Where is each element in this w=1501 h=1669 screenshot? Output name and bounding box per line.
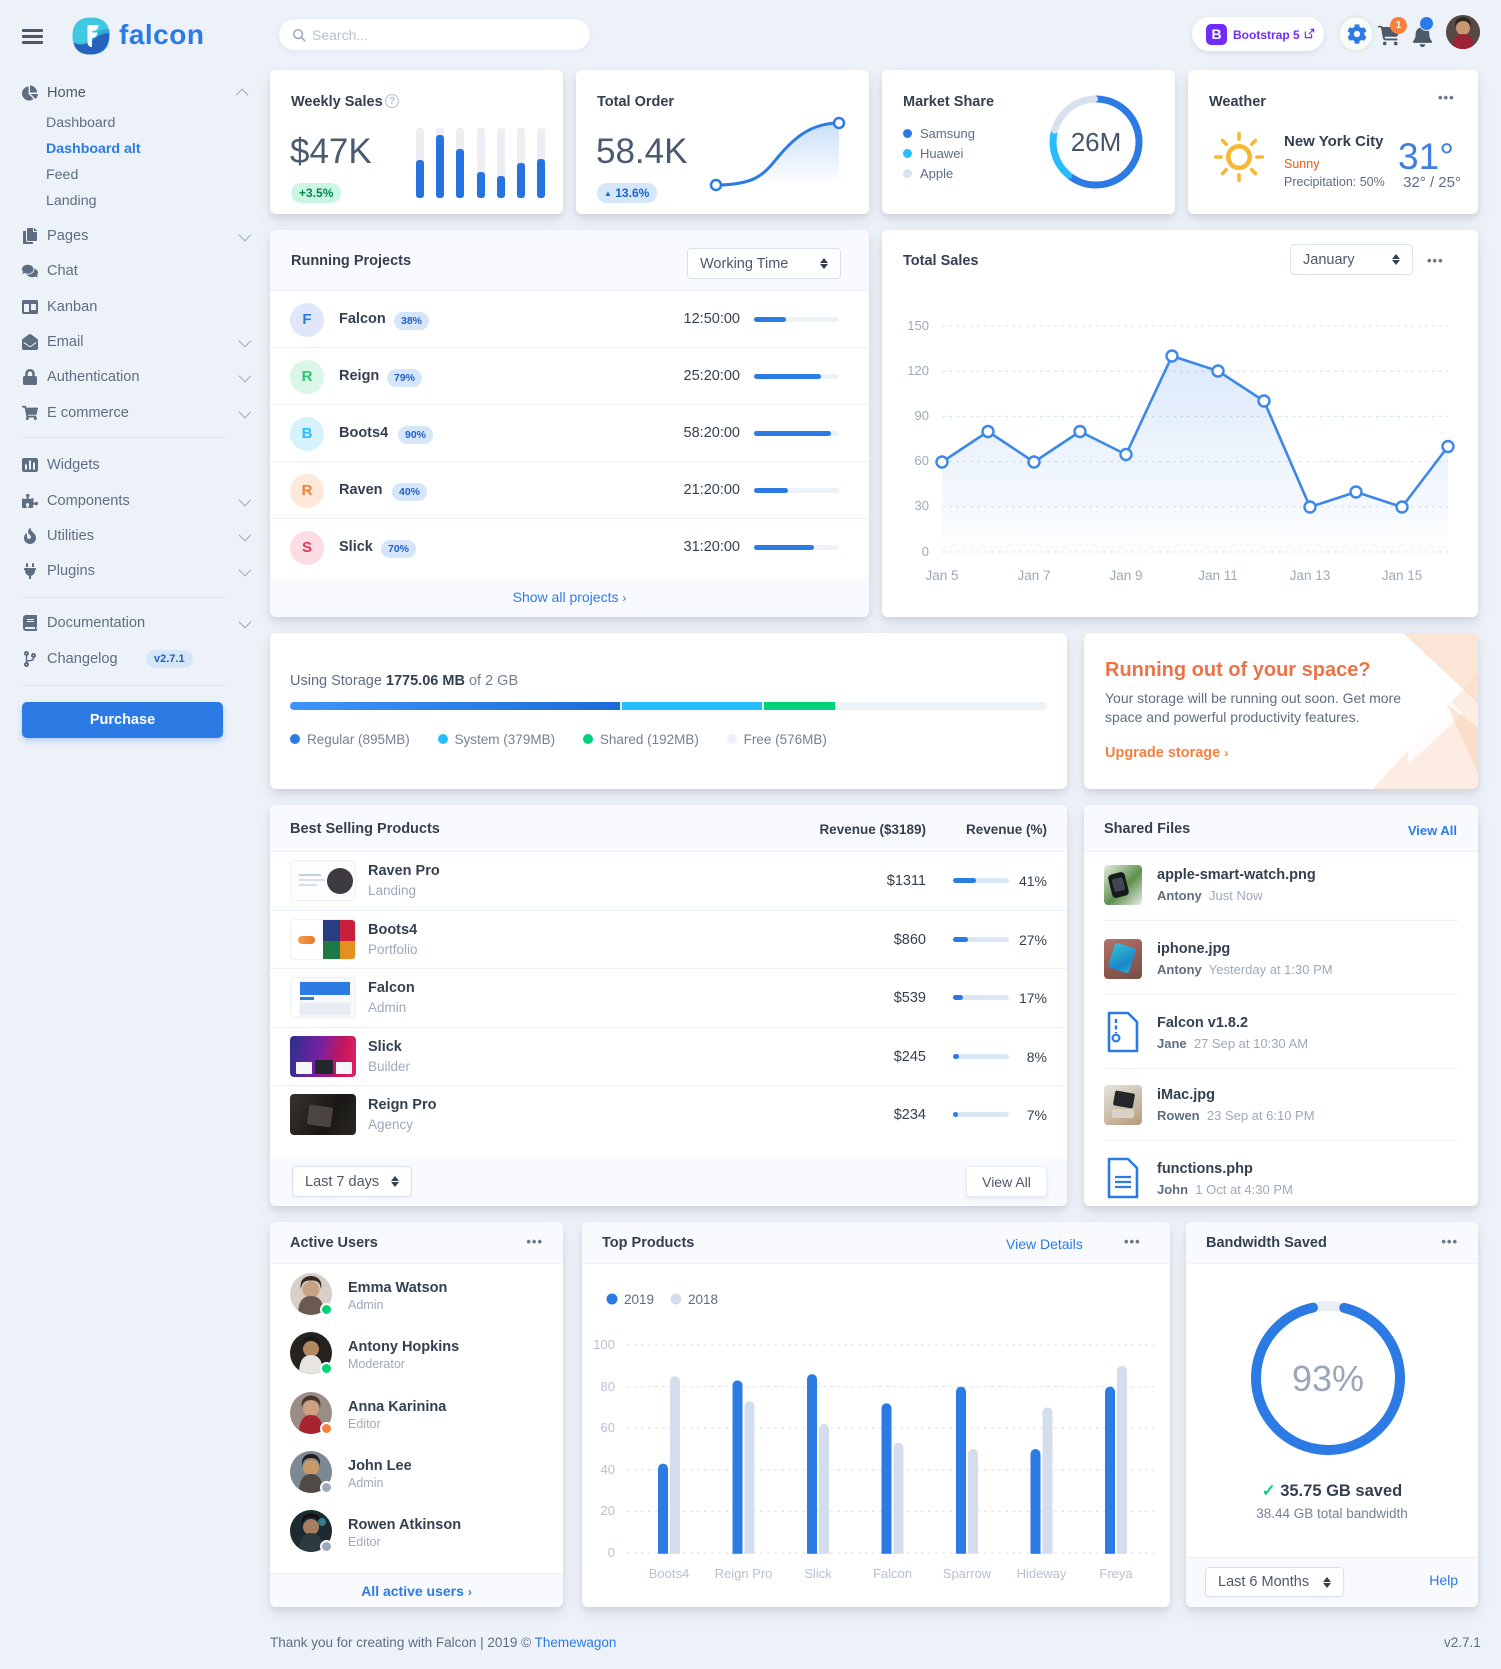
svg-text:Hideway: Hideway xyxy=(1017,1566,1067,1581)
svg-text:100: 100 xyxy=(593,1337,615,1352)
svg-text:Jan 13: Jan 13 xyxy=(1290,568,1331,583)
svg-text:2019: 2019 xyxy=(624,1292,654,1307)
svg-text:150: 150 xyxy=(907,318,929,333)
svg-text:Jan 5: Jan 5 xyxy=(925,568,958,583)
svg-text:Jan 7: Jan 7 xyxy=(1017,568,1050,583)
svg-text:Boots4: Boots4 xyxy=(649,1566,689,1581)
svg-text:Reign Pro: Reign Pro xyxy=(715,1566,773,1581)
svg-text:60: 60 xyxy=(915,453,929,468)
svg-text:2018: 2018 xyxy=(688,1292,718,1307)
svg-text:Jan 15: Jan 15 xyxy=(1382,568,1423,583)
svg-text:60: 60 xyxy=(601,1420,615,1435)
svg-text:0: 0 xyxy=(608,1545,615,1560)
svg-text:Jan 9: Jan 9 xyxy=(1109,568,1142,583)
svg-text:Slick: Slick xyxy=(804,1566,832,1581)
svg-text:Jan 11: Jan 11 xyxy=(1198,568,1238,583)
svg-text:40: 40 xyxy=(601,1462,615,1477)
svg-text:Freya: Freya xyxy=(1099,1566,1133,1581)
svg-text:20: 20 xyxy=(601,1503,615,1518)
svg-text:93%: 93% xyxy=(1292,1358,1364,1399)
svg-text:Sparrow: Sparrow xyxy=(943,1566,992,1581)
svg-text:26M: 26M xyxy=(1071,127,1122,157)
svg-text:0: 0 xyxy=(922,544,929,559)
svg-text:120: 120 xyxy=(907,363,929,378)
svg-text:90: 90 xyxy=(915,408,929,423)
svg-text:80: 80 xyxy=(601,1379,615,1394)
svg-text:30: 30 xyxy=(915,498,929,513)
svg-text:Falcon: Falcon xyxy=(873,1566,912,1581)
